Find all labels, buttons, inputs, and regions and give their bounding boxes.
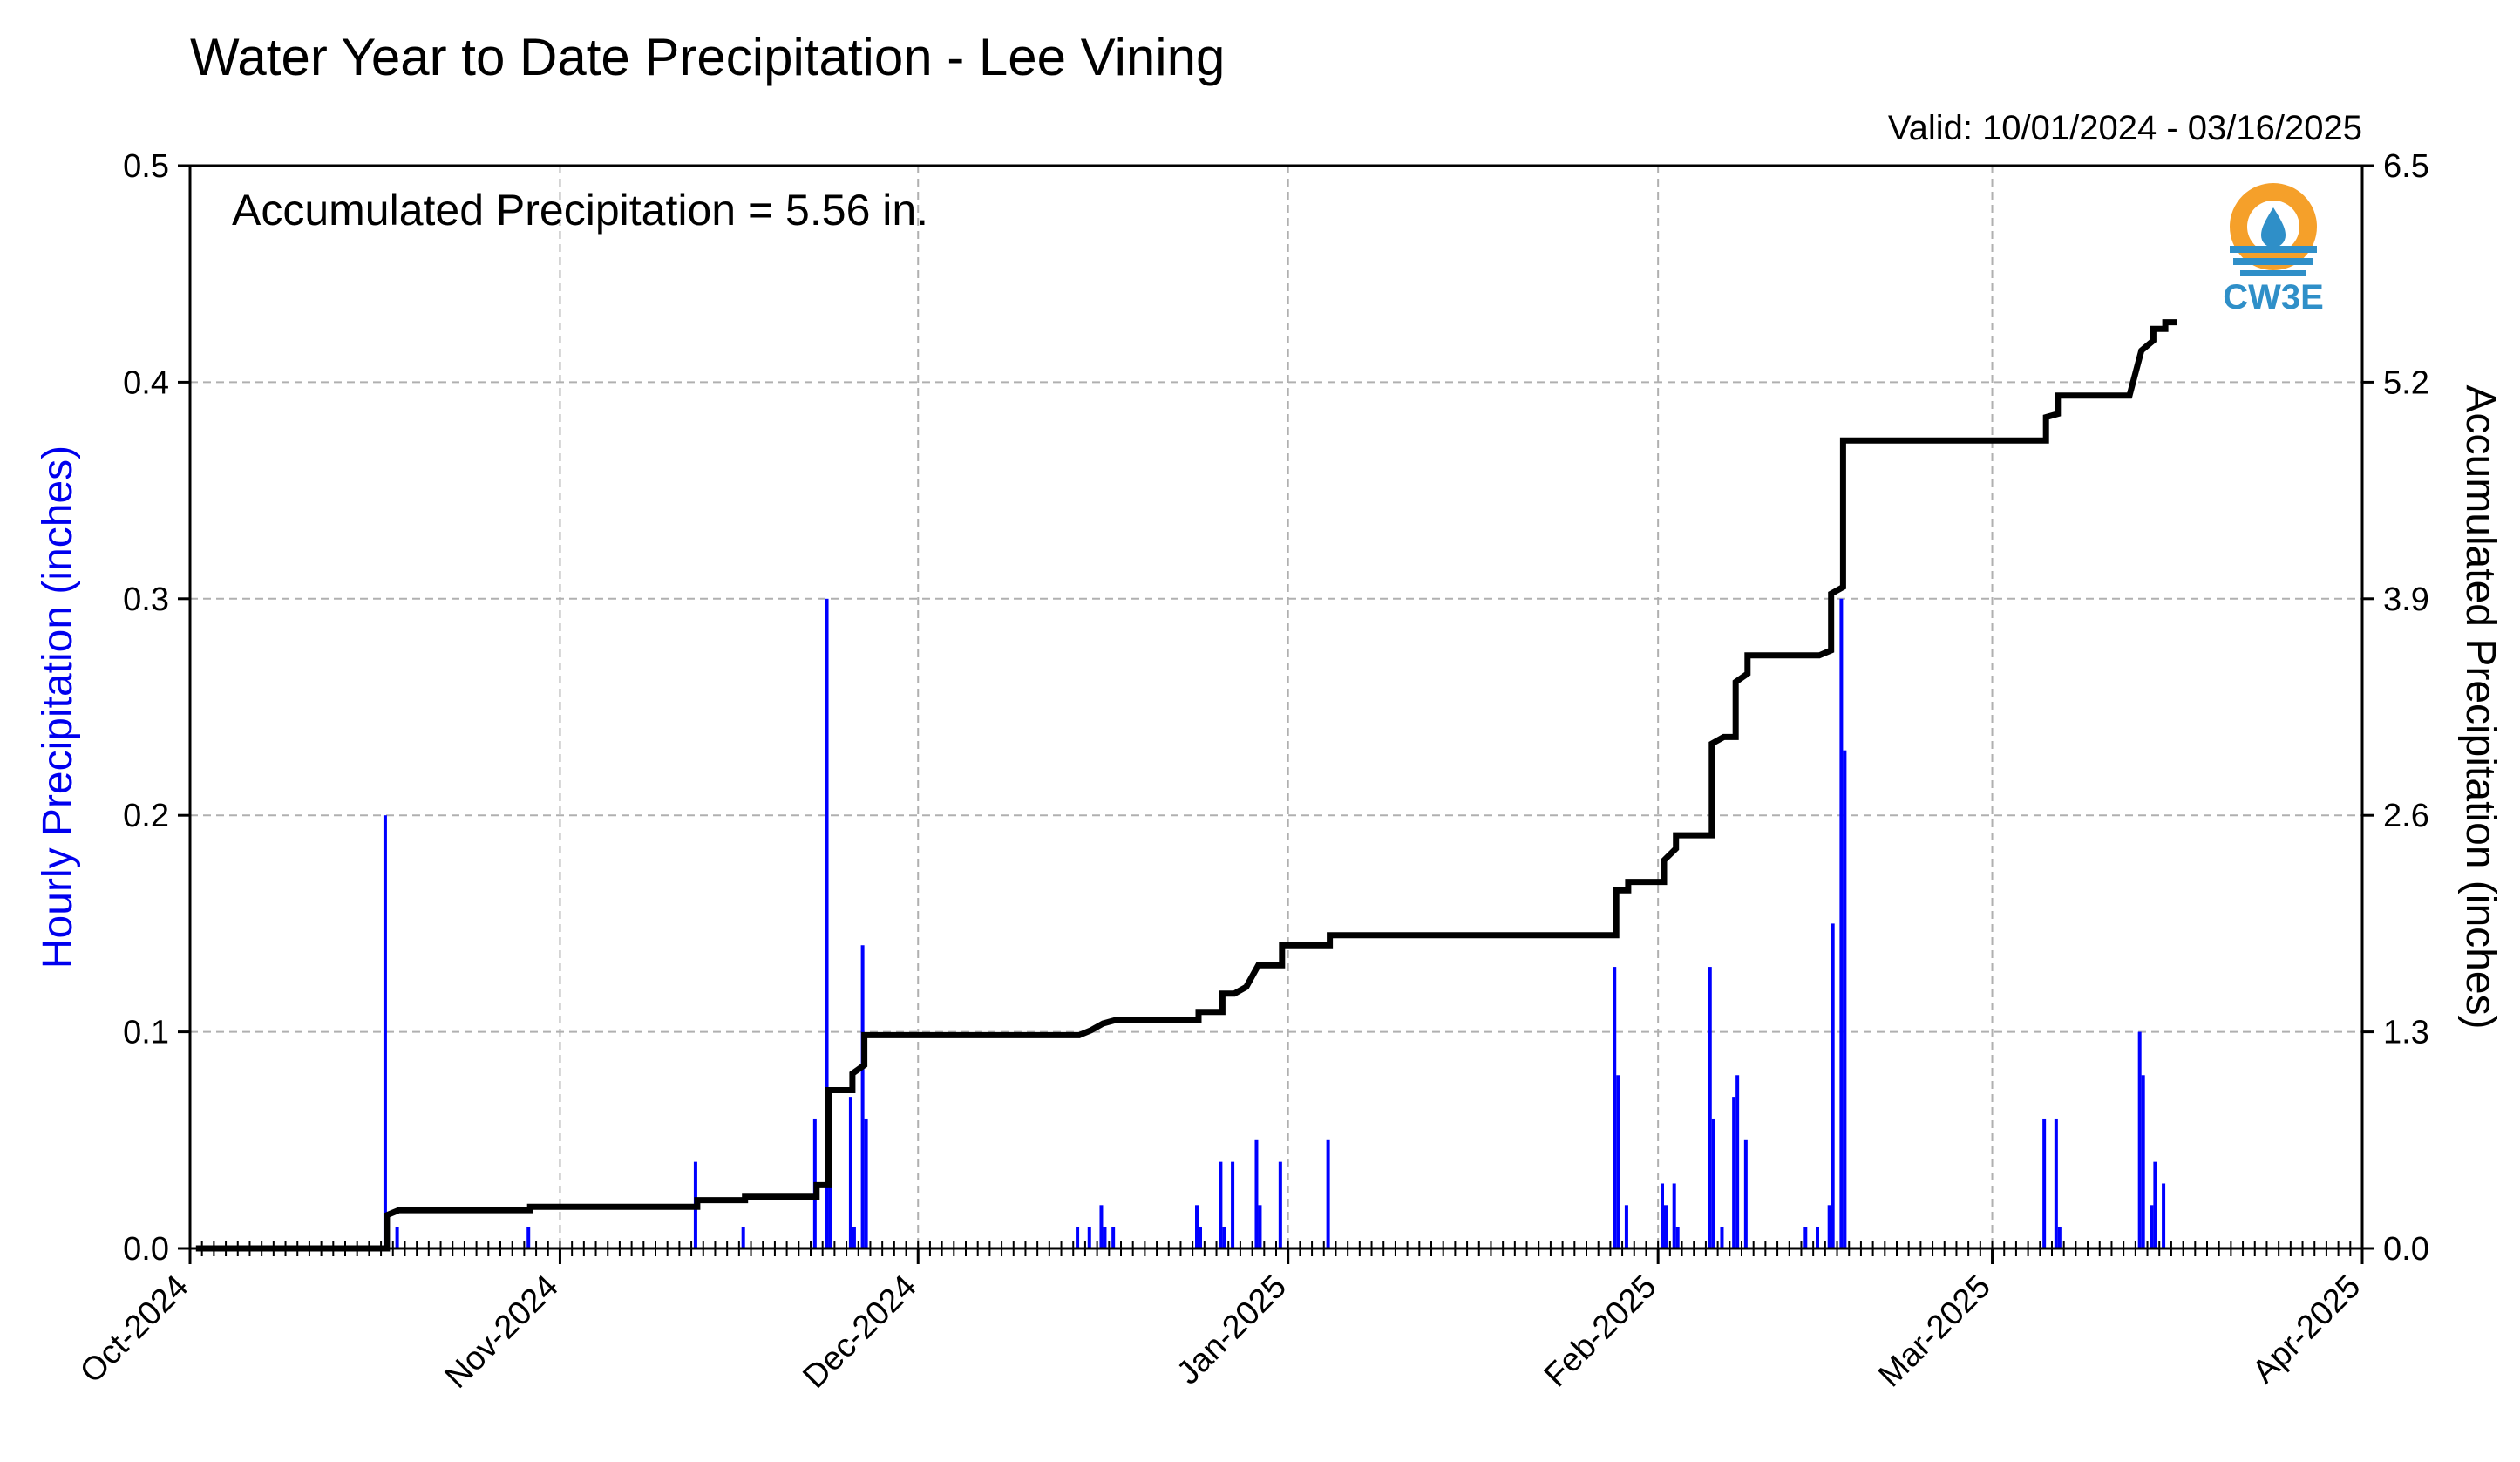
hourly-bar (1231, 1161, 1235, 1248)
x-tick-label: Mar-2025 (1871, 1268, 1998, 1395)
hourly-bar (2057, 1227, 2062, 1248)
hourly-bar (1222, 1227, 1226, 1248)
hourly-bar (1816, 1227, 1819, 1248)
logo-text: CW3E (2223, 278, 2324, 316)
hourly-bar (1616, 1075, 1620, 1248)
hourly-bar (1613, 967, 1617, 1248)
hourly-bar (1099, 1205, 1104, 1248)
hourly-bar (2042, 1118, 2047, 1248)
minor-tick-marks (189, 1241, 2363, 1256)
x-tick-label: Jan-2025 (1170, 1268, 1294, 1392)
hourly-bar (1720, 1227, 1724, 1248)
left-y-axis-label: Hourly Precipitation (inches) (35, 445, 81, 969)
y-left-tick-label: 0.1 (123, 1015, 169, 1051)
x-axis-ticks: Oct-2024 Nov-2024 Dec-2024 Jan-2025 Feb-2025… (73, 1248, 2367, 1396)
right-y-axis-label: Accumulated Precipitation (inches) (2457, 384, 2503, 1029)
hourly-bar (1199, 1227, 1202, 1248)
hourly-bar (1743, 1139, 1748, 1248)
hourly-bar (1219, 1161, 1223, 1248)
y-right-tick-label: 2.6 (2383, 798, 2429, 834)
hourly-bar (1711, 1118, 1715, 1248)
y-left-tick-label: 0.0 (123, 1231, 169, 1268)
hourly-bar (1732, 1097, 1736, 1248)
hourly-bar (1278, 1161, 1282, 1248)
x-tick-label: Dec-2024 (796, 1268, 923, 1396)
hourly-bar (1661, 1183, 1664, 1248)
hourly-bar (1843, 750, 1847, 1248)
y-right-tick-label: 0.0 (2383, 1231, 2429, 1268)
hourly-bar (1254, 1139, 1259, 1248)
hourly-bar (526, 1227, 531, 1248)
hourly-bar (1672, 1183, 1676, 1248)
hourly-bars (383, 598, 2166, 1248)
valid-range-label: Valid: 10/01/2024 - 03/16/2025 (1888, 109, 2362, 147)
plot-frame (188, 164, 2364, 1250)
hourly-bar (1803, 1227, 1808, 1248)
hourly-bar (1087, 1227, 1091, 1248)
hourly-bar (2153, 1161, 2157, 1248)
y-left-tick-label: 0.5 (123, 148, 169, 185)
y-left-tick-label: 0.3 (123, 581, 169, 618)
y-right-tick-label: 1.3 (2383, 1015, 2429, 1051)
x-tick-label: Oct-2024 (73, 1268, 195, 1391)
hourly-bar (1735, 1075, 1740, 1248)
x-tick-label: Nov-2024 (438, 1268, 566, 1396)
hourly-bar (1708, 967, 1712, 1248)
hourly-bar (1111, 1227, 1116, 1248)
hourly-bar (1827, 1205, 1831, 1248)
hourly-bar (1076, 1227, 1080, 1248)
y-right-tick-label: 6.5 (2383, 148, 2429, 185)
hourly-bar (860, 945, 865, 1248)
y-left-tick-label: 0.4 (123, 364, 169, 401)
x-tick-label: Apr-2025 (2245, 1268, 2367, 1391)
chart-title: Water Year to Date Precipitation - Lee V… (190, 28, 1225, 86)
hourly-bar (2054, 1118, 2058, 1248)
hourly-bar (383, 815, 387, 1248)
y-right-tick-label: 3.9 (2383, 581, 2429, 618)
hourly-bar (1258, 1205, 1262, 1248)
hourly-bar (2141, 1075, 2145, 1248)
hourly-bar (1675, 1227, 1680, 1248)
hourly-bar (741, 1227, 745, 1248)
x-tick-label: Feb-2025 (1538, 1268, 1664, 1395)
hourly-bar (1103, 1227, 1107, 1248)
hourly-bar (848, 1097, 852, 1248)
hourly-bar (852, 1227, 856, 1248)
logo-drop-icon (2261, 207, 2286, 248)
hourly-bar (1326, 1139, 1330, 1248)
right-y-axis-ticks: 0.0 1.3 2.6 3.9 5.2 6.5 (2362, 148, 2429, 1268)
hourly-bar (864, 1118, 868, 1248)
hourly-bar (1664, 1205, 1668, 1248)
accumulated-annotation: Accumulated Precipitation = 5.56 in. (232, 186, 928, 235)
hourly-bar (2162, 1183, 2166, 1248)
hourly-bar (2137, 1031, 2142, 1248)
accumulated-precipitation-line (195, 319, 2177, 1252)
hourly-bar (1839, 598, 1844, 1248)
hourly-bar (1624, 1205, 1628, 1248)
cw3e-logo: CW3E (2223, 183, 2324, 316)
hourly-bar (1195, 1205, 1199, 1248)
hourly-bar (825, 598, 829, 1248)
y-right-tick-label: 5.2 (2383, 364, 2429, 401)
grid-lines (190, 166, 2362, 1248)
hourly-bar (1831, 923, 1835, 1248)
hourly-bar (395, 1227, 399, 1248)
hourly-bar (2150, 1205, 2154, 1248)
y-left-tick-label: 0.2 (123, 798, 169, 834)
left-y-axis-ticks: 0.0 0.1 0.2 0.3 0.4 0.5 (123, 148, 190, 1268)
